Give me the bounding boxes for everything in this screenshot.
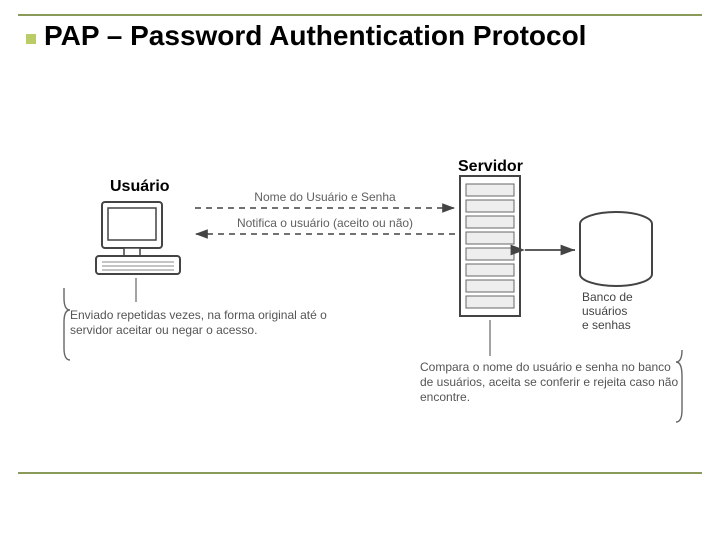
- diagram-svg: [40, 150, 680, 480]
- slide: PAP – Password Authentication Protocol U…: [0, 0, 720, 540]
- slide-title: PAP – Password Authentication Protocol: [44, 20, 586, 52]
- title-rule-top: [18, 14, 702, 16]
- diagram-area: Usuário Servidor Nome do Usuário e Senha…: [40, 150, 680, 480]
- right-brace-icon: [676, 350, 682, 422]
- title-bullet-icon: [26, 34, 36, 44]
- left-brace-icon: [64, 288, 70, 360]
- server-icon: [460, 176, 520, 316]
- database-icon: [580, 212, 652, 286]
- computer-icon: [96, 202, 180, 274]
